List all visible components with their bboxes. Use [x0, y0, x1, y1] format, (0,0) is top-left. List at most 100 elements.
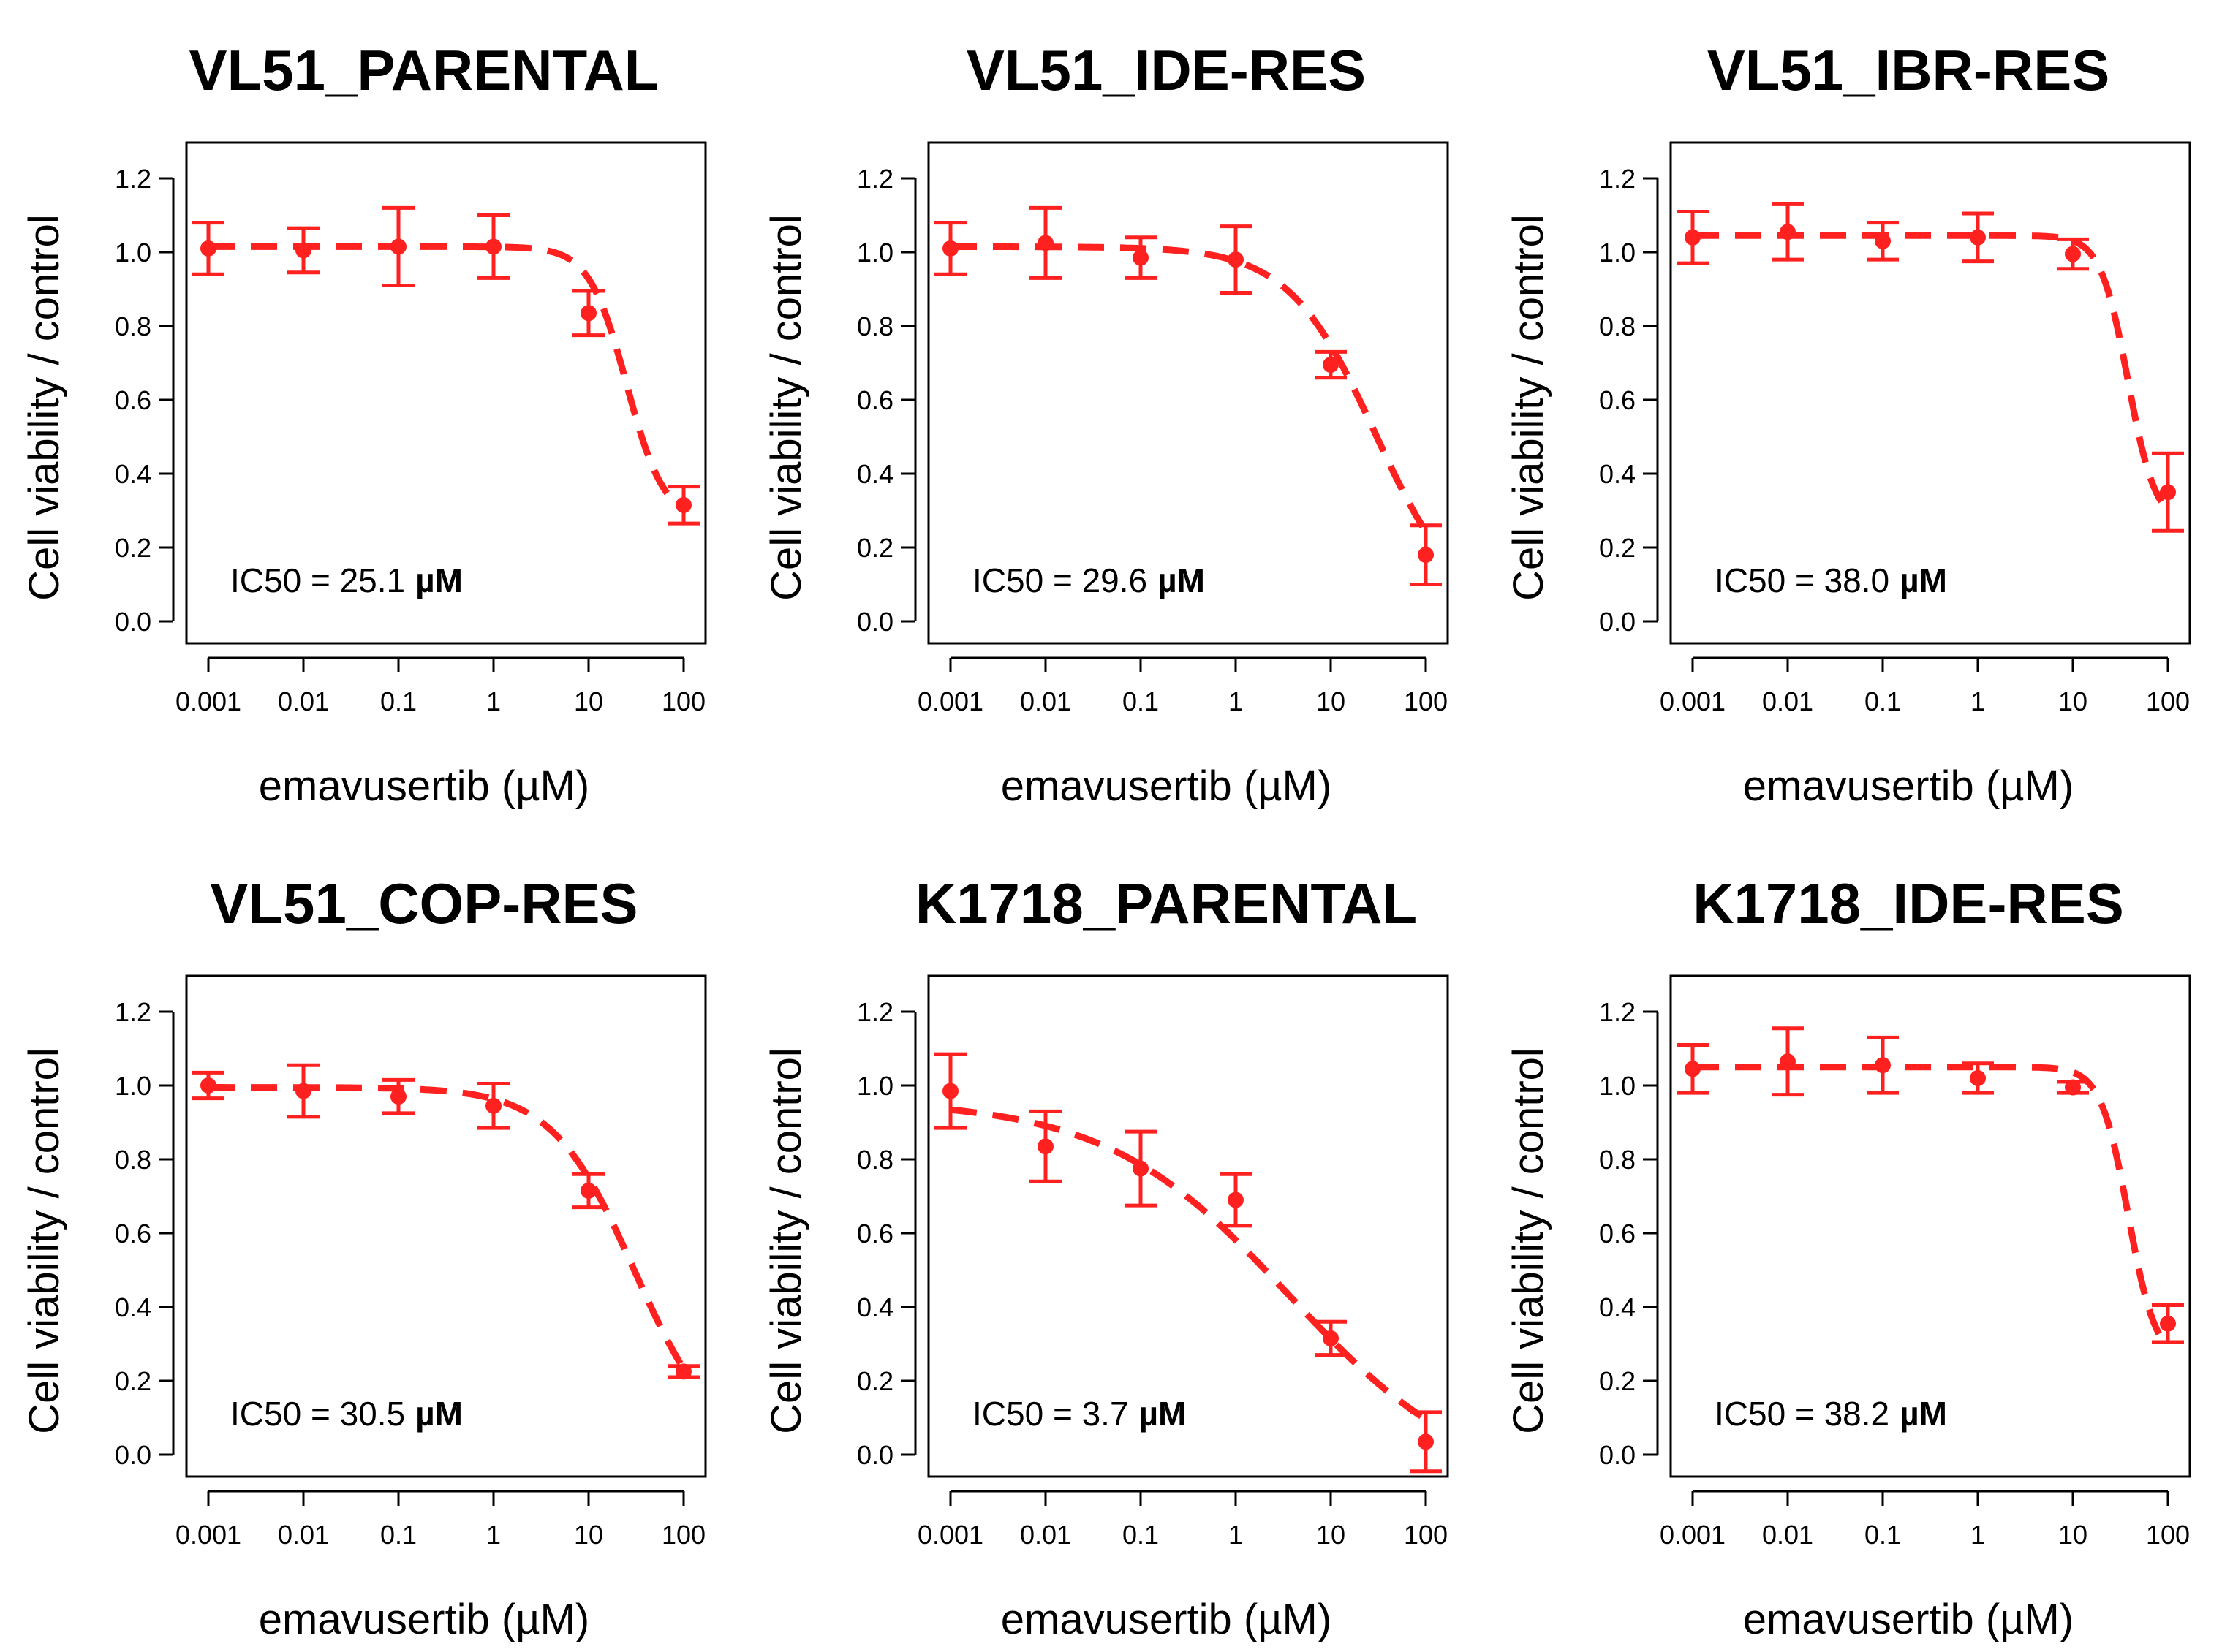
x-tick-label: 0.1: [380, 1520, 417, 1550]
x-axis-label: emavusertib (µM): [1001, 1596, 1331, 1643]
plot-frame: [1669, 974, 2191, 1478]
data-point: [2160, 484, 2176, 501]
data-point: [295, 242, 311, 259]
y-tick-label: 0.0: [857, 607, 893, 637]
data-point: [485, 238, 502, 255]
y-tick-label: 1.2: [1599, 164, 1636, 194]
data-point: [295, 1083, 311, 1099]
x-axis-label: emavusertib (µM): [259, 762, 589, 810]
data-point: [1133, 1160, 1149, 1177]
data-point: [1875, 232, 1891, 249]
x-tick-label: 1: [486, 686, 501, 716]
y-tick-label: 0.6: [857, 1219, 893, 1249]
data-point: [1323, 1330, 1339, 1346]
ic50-annotation: IC50 = 29.6 µM: [972, 561, 1205, 599]
data-point-group: [1772, 1026, 1804, 1097]
y-tick-label: 0.4: [857, 1292, 893, 1322]
y-tick-label: 0.0: [857, 1440, 893, 1470]
y-tick-label: 0.8: [857, 1145, 893, 1175]
ic50-annotation: IC50 = 38.2 µM: [1715, 1395, 1947, 1433]
y-axis-label: Cell viability / control: [1505, 1047, 1552, 1434]
data-point-group: [1410, 523, 1442, 586]
data-point: [1685, 1061, 1701, 1077]
x-tick-label: 10: [574, 1520, 603, 1550]
data-point-group: [1962, 1061, 1994, 1095]
ic50-value: IC50 = 25.1: [230, 561, 405, 599]
x-axis-label: emavusertib (µM): [1743, 762, 2074, 810]
data-point: [1970, 1069, 1986, 1086]
y-tick-label: 0.2: [1599, 533, 1636, 563]
panel-title: VL51_PARENTAL: [189, 38, 660, 102]
y-tick-label: 0.2: [1599, 1366, 1636, 1396]
fit-curve: [1693, 1064, 2171, 1349]
ic50-annotation: IC50 = 38.0 µM: [1715, 561, 1947, 599]
panel-title: VL51_IBR-RES: [1707, 38, 2110, 102]
data-point-group: [1867, 1035, 1899, 1095]
data-point: [1038, 1138, 1054, 1155]
data-point-group: [1772, 202, 1804, 262]
data-point-group: [572, 1172, 605, 1210]
ic50-annotation: IC50 = 25.1 µM: [230, 561, 463, 599]
x-tick-label: 100: [1404, 686, 1448, 716]
plot-frame: [185, 141, 707, 645]
plot-frame: [185, 974, 707, 1478]
x-tick-label: 100: [2146, 686, 2190, 716]
y-axis-label: Cell viability / control: [763, 214, 810, 601]
y-axis-label: Cell viability / control: [763, 1047, 810, 1434]
data-point: [1228, 251, 1244, 268]
data-point: [1133, 249, 1149, 266]
plot-frame: [927, 974, 1449, 1478]
ic50-unit: µM: [1139, 1395, 1187, 1433]
fit-curve: [951, 243, 1429, 534]
ic50-annotation: IC50 = 30.5 µM: [230, 1395, 463, 1433]
ic50-value: IC50 = 38.2: [1715, 1395, 1889, 1433]
data-point-group: [287, 1063, 320, 1119]
data-point: [2065, 1079, 2081, 1096]
data-point-group: [1125, 1129, 1157, 1208]
panel-title: VL51_IDE-RES: [967, 38, 1366, 102]
x-tick-label: 1: [1228, 1520, 1243, 1550]
y-tick-label: 1.2: [857, 164, 893, 194]
data-point: [1780, 224, 1796, 240]
x-tick-label: 0.001: [918, 686, 983, 716]
data-point-group: [1867, 221, 1899, 262]
data-point-group: [1029, 1109, 1062, 1183]
data-point-group: [1125, 235, 1157, 280]
plot-frame: [927, 141, 1449, 645]
data-point-group: [1677, 209, 1709, 265]
y-tick-label: 0.8: [1599, 311, 1636, 341]
y-axis-label: Cell viability / control: [20, 1047, 68, 1434]
data-point: [200, 1077, 216, 1094]
panel-title: VL51_COP-RES: [210, 871, 638, 936]
y-tick-label: 1.0: [115, 238, 151, 268]
x-tick-label: 0.01: [1020, 1520, 1071, 1550]
x-tick-label: 100: [662, 1520, 706, 1550]
data-point-group: [382, 1077, 415, 1115]
data-point-group: [1315, 1319, 1347, 1357]
x-tick-label: 10: [1316, 1520, 1345, 1550]
data-point: [390, 1088, 407, 1105]
y-axis-label: Cell viability / control: [20, 214, 68, 601]
y-tick-label: 0.4: [115, 459, 151, 489]
data-point-group: [287, 226, 320, 275]
data-point-group: [1220, 224, 1252, 295]
x-tick-label: 0.01: [278, 686, 329, 716]
y-tick-label: 0.0: [1599, 607, 1636, 637]
ic50-unit: µM: [415, 561, 463, 599]
x-tick-label: 1: [1970, 1520, 1985, 1550]
plot-frame: [1669, 141, 2191, 645]
y-tick-label: 0.6: [115, 1219, 151, 1249]
data-point: [1875, 1057, 1891, 1074]
y-tick-label: 0.6: [857, 385, 893, 415]
x-tick-label: 10: [1316, 686, 1345, 716]
y-tick-label: 0.4: [1599, 459, 1636, 489]
fit-curve: [208, 1084, 687, 1371]
data-point: [942, 1083, 959, 1099]
x-tick-label: 100: [2146, 1520, 2190, 1550]
data-point: [1418, 1433, 1434, 1450]
x-axis-label: emavusertib (µM): [1001, 762, 1331, 810]
data-point: [2065, 246, 2081, 262]
fit-curve: [1693, 232, 2171, 513]
data-point-group: [477, 213, 510, 280]
